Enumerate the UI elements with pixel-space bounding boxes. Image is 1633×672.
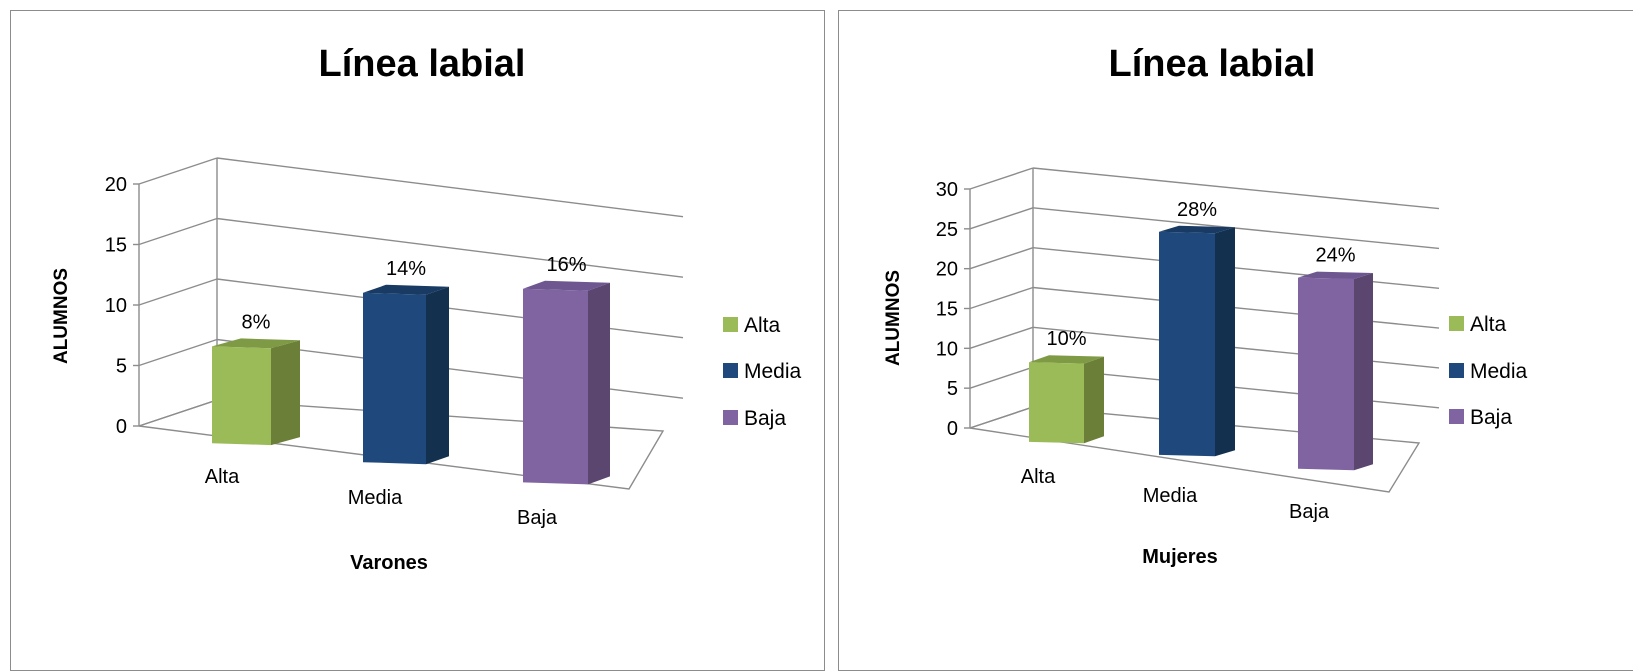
data-label-media: 14% xyxy=(386,258,426,280)
y-tick-label: 0 xyxy=(116,416,127,438)
bar-alta xyxy=(212,338,300,446)
bar-top-face xyxy=(1159,225,1235,234)
legend-label-alta: Alta xyxy=(744,314,781,337)
legend-label-baja: Baja xyxy=(1470,406,1512,429)
data-label-baja: 16% xyxy=(546,254,586,276)
bar-side-face xyxy=(271,340,300,446)
legend-swatch-media xyxy=(723,363,738,378)
category-label-media: Media xyxy=(348,487,403,509)
y-tick-label: 0 xyxy=(947,418,958,440)
back-grid-line xyxy=(1032,286,1440,329)
y-tick-label: 25 xyxy=(936,219,958,241)
side-grid-line xyxy=(969,247,1034,270)
chart-panel-varones: 0 5 10 15 20 Línea labial ALUMNOS Varones Alt… xyxy=(10,10,825,671)
bar-alta xyxy=(1029,355,1104,444)
legend-swatch-alta xyxy=(1449,316,1464,331)
legend-swatch-alta xyxy=(723,317,738,332)
back-grid-line xyxy=(216,157,684,218)
data-label-alta: 8% xyxy=(242,311,271,333)
side-grid-line xyxy=(138,278,218,306)
y-tick-label: 20 xyxy=(105,174,127,196)
bar-top-face xyxy=(1298,271,1373,279)
bar-front-face xyxy=(212,346,271,446)
y-tick-label: 10 xyxy=(936,338,958,360)
bar-side-face xyxy=(588,282,610,485)
bar-front-face xyxy=(1159,231,1215,457)
legend-label-media: Media xyxy=(744,360,802,383)
bar-top-face xyxy=(363,284,449,295)
chart-title: Línea labial xyxy=(1109,43,1316,85)
legend-label-media: Media xyxy=(1470,360,1528,383)
data-label-media: 28% xyxy=(1177,199,1217,221)
chart-floor xyxy=(138,399,665,490)
bar-side-face xyxy=(1354,273,1373,471)
axes-and-grid: 0 5 10 15 20 xyxy=(105,157,684,490)
bar-top-face xyxy=(523,280,610,291)
y-tick-label: 15 xyxy=(105,235,127,257)
back-grid-line xyxy=(1032,207,1440,250)
bar-front-face xyxy=(363,292,426,465)
y-axis-label: ALUMNOS xyxy=(883,270,904,366)
chart-floor xyxy=(969,406,1421,493)
bar-media xyxy=(1159,225,1235,457)
legend-swatch-baja xyxy=(1449,409,1464,424)
back-grid-line xyxy=(216,217,684,278)
bar-side-face xyxy=(1215,227,1235,457)
data-label-baja: 24% xyxy=(1315,245,1355,267)
x-axis-label: Mujeres xyxy=(1142,546,1218,568)
back-grid-line xyxy=(216,278,684,339)
side-grid-line xyxy=(969,286,1034,310)
bar-front-face xyxy=(523,288,588,485)
back-grid-line xyxy=(1032,167,1440,210)
legend-swatch-baja xyxy=(723,410,738,425)
y-tick-label: 10 xyxy=(105,295,127,317)
legend-label-baja: Baja xyxy=(744,407,786,430)
y-tick-label: 20 xyxy=(936,259,958,281)
category-label-media: Media xyxy=(1143,485,1198,507)
y-tick-label: 5 xyxy=(116,356,127,378)
bar-media xyxy=(363,284,449,465)
bar-baja xyxy=(1298,271,1373,471)
axes-and-grid: 0 5 10 15 20 25 30 xyxy=(936,167,1440,493)
chart-panel-mujeres: 0 5 10 15 20 25 30 Línea labial ALUMNOS Mujeres… xyxy=(838,10,1633,671)
category-label-alta: Alta xyxy=(205,466,240,488)
bars xyxy=(212,280,610,485)
data-label-alta: 10% xyxy=(1046,328,1086,350)
side-grid-line xyxy=(969,366,1034,389)
bar-front-face xyxy=(1029,362,1084,444)
side-grid-line xyxy=(969,207,1034,230)
side-grid-line xyxy=(138,338,218,367)
side-grid-line xyxy=(138,217,218,246)
y-tick-label: 5 xyxy=(947,378,958,400)
bar-top-face xyxy=(1029,355,1104,364)
category-label-baja: Baja xyxy=(517,507,558,529)
side-grid-line xyxy=(138,157,218,185)
bar-side-face xyxy=(1084,356,1104,444)
bar-top-face xyxy=(212,338,300,349)
bar-side-face xyxy=(426,286,449,465)
y-tick-label: 30 xyxy=(936,179,958,201)
bar-chart-mujeres: 0 5 10 15 20 25 30 Línea labial ALUMNOS Mujeres… xyxy=(883,43,1528,568)
side-grid-line xyxy=(969,326,1034,349)
chart-title: Línea labial xyxy=(319,43,526,85)
category-label-baja: Baja xyxy=(1289,501,1330,523)
back-grid-line xyxy=(1032,246,1440,289)
bars xyxy=(1029,225,1373,471)
x-axis-label: Varones xyxy=(350,552,428,574)
legend-label-alta: Alta xyxy=(1470,313,1507,336)
y-tick-label: 15 xyxy=(936,299,958,321)
bar-baja xyxy=(523,280,610,485)
category-label-alta: Alta xyxy=(1021,466,1056,488)
y-axis-label: ALUMNOS xyxy=(51,268,72,364)
legend-swatch-media xyxy=(1449,363,1464,378)
bar-front-face xyxy=(1298,277,1354,471)
side-grid-line xyxy=(969,167,1034,190)
bar-chart-varones: 0 5 10 15 20 Línea labial ALUMNOS Varones Alt… xyxy=(51,43,802,574)
